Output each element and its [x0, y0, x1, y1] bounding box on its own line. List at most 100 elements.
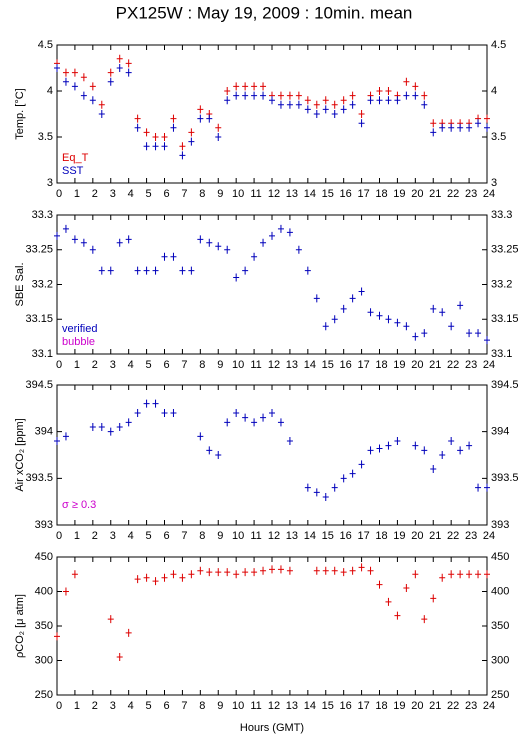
x-tick-label: 3 [110, 700, 116, 712]
data-point [152, 577, 159, 586]
x-tick-label: 17 [357, 530, 369, 542]
y-tick-label-right: 393 [491, 519, 509, 531]
y-tick-label-right: 33.3 [491, 209, 512, 221]
data-point [125, 628, 132, 637]
x-tick-label: 2 [92, 188, 98, 200]
data-point [385, 96, 392, 105]
data-point [367, 308, 374, 317]
y-tick-label-right: 393.5 [491, 472, 519, 484]
y-tick-label-right: 33.25 [491, 244, 519, 256]
data-point [71, 235, 78, 244]
y-axis-label: SBE Sal. [14, 262, 26, 306]
data-point [179, 266, 186, 275]
data-point [215, 133, 222, 141]
data-point [260, 91, 267, 100]
data-point [197, 105, 204, 114]
data-point [269, 96, 275, 105]
data-point [349, 100, 356, 109]
data-point [376, 444, 383, 453]
data-point [376, 87, 383, 95]
data-point [466, 123, 473, 132]
data-point [206, 238, 213, 247]
x-tick-label: 6 [163, 530, 169, 542]
y-tick-label: 450 [35, 551, 53, 563]
y-tick-label: 33.25 [25, 244, 53, 256]
data-point [107, 266, 114, 275]
data-point [277, 100, 284, 109]
y-axis-label: ρCO₂ [μ atm] [14, 594, 26, 658]
x-tick-label: 5 [146, 359, 152, 371]
x-tick-label: 15 [322, 359, 334, 371]
annotation: σ ≥ 0.3 [62, 499, 96, 511]
data-point [331, 315, 338, 324]
y-tick-label-right: 394.5 [491, 379, 519, 391]
data-point [215, 451, 222, 459]
y-tick-label: 33.3 [32, 209, 53, 221]
data-point [54, 64, 60, 72]
data-point [71, 82, 78, 91]
data-point [134, 114, 141, 123]
data-point [412, 441, 419, 450]
x-tick-label: 11 [250, 530, 261, 542]
x-tick-label: 4 [128, 188, 134, 200]
data-point [484, 114, 490, 123]
x-tick-label: 20 [411, 359, 423, 371]
x-tick-label: 23 [465, 188, 477, 200]
x-tick-label: 21 [429, 188, 441, 200]
data-point [98, 100, 105, 109]
data-point [125, 68, 132, 77]
x-tick-label: 13 [286, 359, 298, 371]
data-point [188, 137, 195, 146]
data-point [358, 563, 365, 572]
y-tick-label-right: 33.2 [491, 278, 512, 290]
x-tick-label: 19 [393, 530, 405, 542]
data-point [260, 566, 267, 575]
data-point [71, 570, 78, 579]
data-point [376, 96, 383, 105]
data-point [251, 82, 258, 91]
data-point [475, 329, 482, 338]
data-point [125, 235, 132, 244]
x-axis-label: Hours (GMT) [240, 722, 304, 734]
data-point [143, 266, 150, 275]
data-point [277, 565, 284, 574]
y-tick-label-right: 300 [491, 654, 509, 666]
data-point [286, 100, 293, 109]
data-point [439, 308, 446, 317]
y-tick-label-right: 450 [491, 551, 509, 563]
data-point [430, 119, 437, 128]
data-point [188, 570, 195, 579]
data-point [385, 441, 392, 450]
data-point [143, 128, 150, 137]
x-tick-label: 2 [92, 700, 98, 712]
x-tick-label: 1 [74, 700, 80, 712]
x-tick-label: 22 [447, 188, 459, 200]
data-point [80, 238, 87, 247]
data-point [277, 224, 284, 233]
x-tick-label: 3 [110, 530, 116, 542]
data-point [269, 565, 275, 574]
x-tick-label: 16 [340, 359, 352, 371]
y-tick-label-right: 4.5 [491, 39, 506, 51]
x-tick-label: 11 [250, 700, 261, 712]
data-point [80, 91, 87, 100]
x-tick-label: 19 [393, 700, 405, 712]
data-point [98, 266, 105, 275]
y-tick-label: 394.5 [25, 379, 53, 391]
data-point [54, 632, 60, 641]
x-tick-label: 24 [483, 700, 495, 712]
data-point [358, 110, 365, 118]
data-point [421, 615, 428, 624]
data-point [349, 91, 356, 100]
x-tick-label: 15 [322, 700, 334, 712]
y-tick-label-right: 3.5 [491, 131, 506, 143]
x-tick-label: 24 [483, 359, 495, 371]
data-point [340, 105, 347, 114]
data-point [376, 311, 383, 320]
data-point [331, 566, 338, 575]
x-tick-label: 7 [181, 359, 187, 371]
data-point [107, 615, 114, 624]
data-point [322, 105, 329, 114]
data-point [62, 432, 69, 441]
x-tick-label: 8 [199, 188, 205, 200]
